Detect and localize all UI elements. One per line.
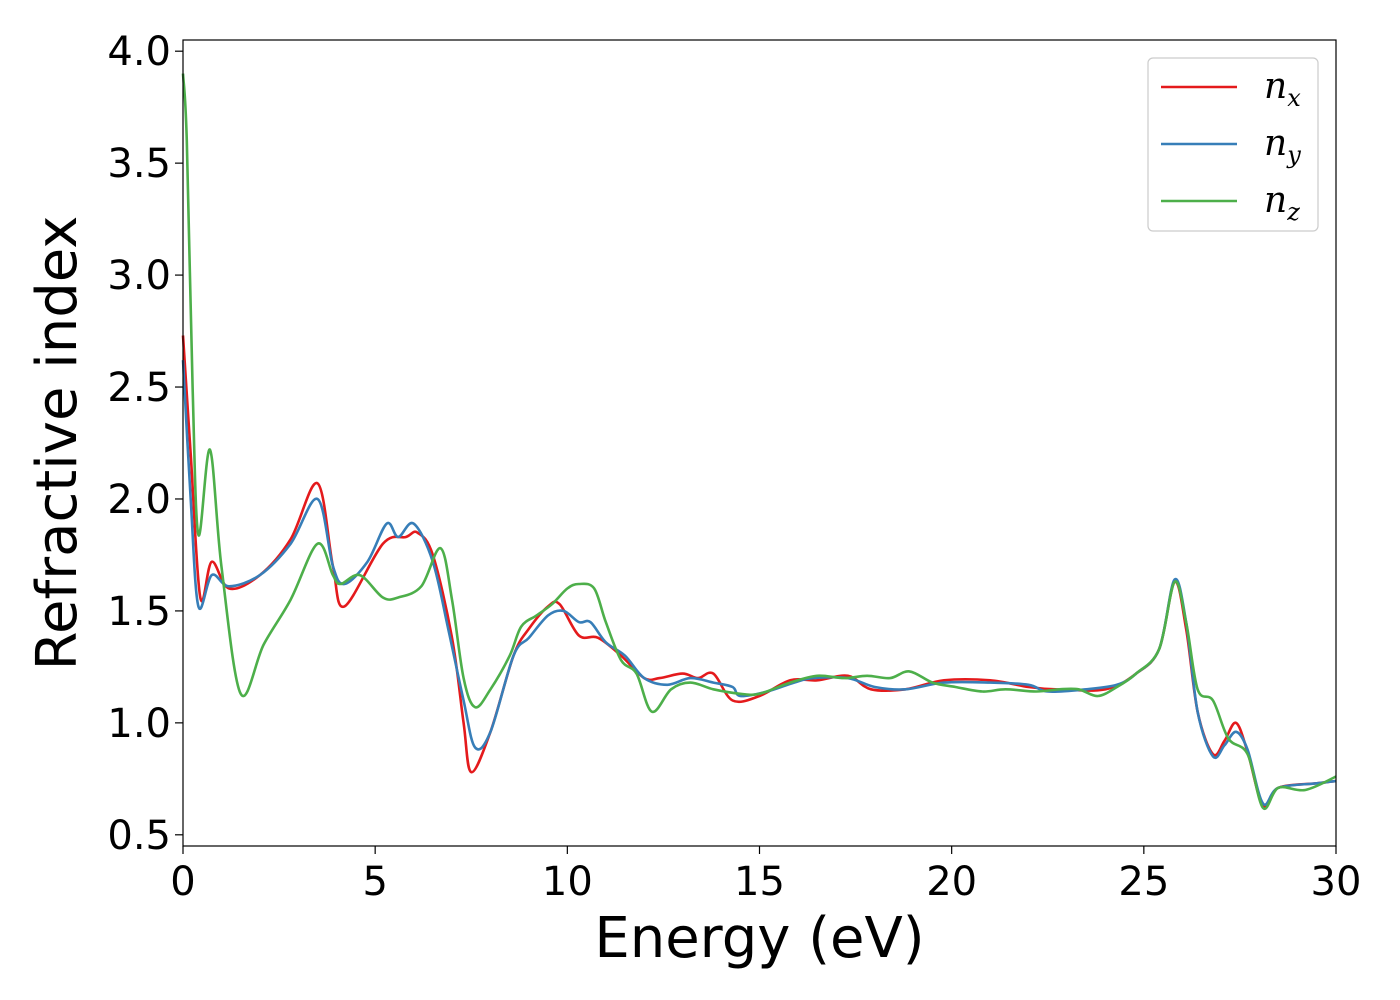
x-tick-label: 10 — [542, 859, 593, 905]
y-tick-label: 3.5 — [107, 141, 171, 187]
y-tick-label: 4.0 — [107, 29, 171, 75]
y-tick-label: 2.0 — [107, 477, 171, 523]
x-axis-ticks: 0 5 10 15 20 25 30 — [170, 846, 1361, 905]
x-tick-label: 0 — [170, 859, 195, 905]
x-axis-title: Energy (eV) — [594, 906, 924, 971]
y-axis-ticks: 0.5 1.0 1.5 2.0 2.5 3.0 3.5 4.0 — [107, 29, 183, 859]
x-tick-label: 5 — [362, 859, 387, 905]
series-line-n-z — [181, 73, 1337, 811]
y-tick-label: 1.5 — [107, 589, 171, 635]
legend: nx ny nz — [1147, 57, 1319, 232]
y-tick-label: 2.5 — [107, 365, 171, 411]
x-tick-label: 15 — [734, 859, 785, 905]
y-tick-label: 3.0 — [107, 253, 171, 299]
y-tick-label: 1.0 — [107, 701, 171, 747]
x-tick-label: 20 — [926, 859, 977, 905]
y-axis-title: Refractive index — [25, 216, 90, 671]
plot-background — [183, 40, 1336, 846]
x-tick-label: 30 — [1311, 859, 1362, 905]
y-tick-label: 0.5 — [107, 813, 171, 859]
legend-label-n-z: nz — [1264, 180, 1300, 226]
series-group — [181, 73, 1337, 811]
legend-label-n-x: nx — [1264, 66, 1301, 112]
x-tick-label: 25 — [1118, 859, 1169, 905]
legend-label-n-y: ny — [1264, 123, 1301, 169]
